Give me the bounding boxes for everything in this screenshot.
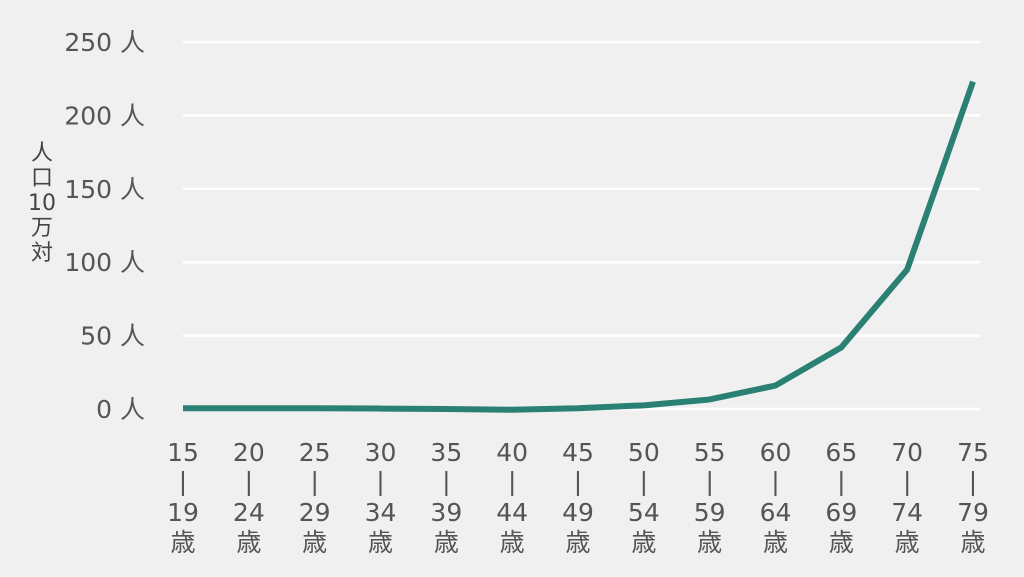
- x-tick-label-line: |: [640, 467, 648, 496]
- x-tick-label-line: 69: [825, 498, 857, 527]
- x-tick-label: 75|79歳: [957, 438, 989, 557]
- x-tick-label-line: |: [245, 467, 253, 496]
- x-tick-label-line: |: [310, 467, 318, 496]
- x-tick-label-line: 歳: [631, 528, 656, 557]
- x-tick-label-line: 歳: [368, 528, 393, 557]
- x-tick-label-line: |: [376, 467, 384, 496]
- x-tick-label-line: 74: [891, 498, 923, 527]
- y-tick-label: 100 人: [64, 248, 145, 277]
- y-axis-label-char: 10: [28, 191, 56, 216]
- x-tick-label-line: 19: [167, 498, 199, 527]
- y-axis-label-char: 万: [31, 216, 53, 241]
- x-tick-label-line: 歳: [434, 528, 459, 557]
- x-tick-label-line: 歳: [960, 528, 985, 557]
- y-tick-label: 250 人: [64, 28, 145, 57]
- x-tick-label-line: 44: [496, 498, 528, 527]
- x-tick-label-line: 54: [628, 498, 660, 527]
- series-lines: [183, 80, 976, 413]
- x-tick-label-line: 歳: [500, 528, 525, 557]
- x-axis-ticks: 15|19歳20|24歳25|29歳30|34歳35|39歳40|44歳45|4…: [167, 438, 989, 557]
- y-tick-label: 50 人: [80, 322, 145, 351]
- x-tick-label-line: |: [969, 467, 977, 496]
- x-tick-label: 25|29歳: [299, 438, 331, 557]
- x-tick-label-line: 39: [430, 498, 462, 527]
- x-tick-label-line: 25: [299, 438, 331, 467]
- x-tick-label-line: 70: [891, 438, 923, 467]
- y-axis-label-char: 人: [31, 141, 53, 166]
- y-tick-label: 200 人: [64, 101, 145, 130]
- x-tick-label: 30|34歳: [365, 438, 397, 557]
- x-tick-label-line: 15: [167, 438, 199, 467]
- x-tick-label-line: |: [771, 467, 779, 496]
- x-tick-label: 20|24歳: [233, 438, 265, 557]
- x-tick-label-line: 34: [365, 498, 397, 527]
- x-tick-label-line: 65: [825, 438, 857, 467]
- y-axis-label-char: 対: [31, 241, 53, 266]
- x-tick-label-line: 歳: [895, 528, 920, 557]
- x-tick-label-line: |: [508, 467, 516, 496]
- x-tick-label-line: |: [705, 467, 713, 496]
- y-tick-label: 0 人: [96, 395, 145, 424]
- x-tick-label: 40|44歳: [496, 438, 528, 557]
- x-tick-label-line: 55: [694, 438, 726, 467]
- x-tick-label-line: 50: [628, 438, 660, 467]
- x-tick-label: 60|64歳: [760, 438, 792, 557]
- x-tick-label-line: 20: [233, 438, 265, 467]
- x-tick-label: 50|54歳: [628, 438, 660, 557]
- x-tick-label: 45|49歳: [562, 438, 594, 557]
- x-tick-label-line: 歳: [302, 528, 327, 557]
- x-tick-label-line: 歳: [829, 528, 854, 557]
- gridlines: [183, 40, 980, 411]
- x-tick-label-line: |: [574, 467, 582, 496]
- y-tick-label: 150 人: [64, 175, 145, 204]
- x-tick-label-line: |: [903, 467, 911, 496]
- x-tick-label-line: 歳: [763, 528, 788, 557]
- x-tick-label-line: 歳: [170, 528, 195, 557]
- x-tick-label-line: 40: [496, 438, 528, 467]
- x-tick-label-line: 49: [562, 498, 594, 527]
- x-tick-label-line: 35: [430, 438, 462, 467]
- y-axis-ticks: 0 人 50 人 100 人 150 人 200 人 250 人: [64, 28, 145, 424]
- x-tick-label: 35|39歳: [430, 438, 462, 557]
- x-tick-label-line: 歳: [565, 528, 590, 557]
- x-tick-label-line: 30: [365, 438, 397, 467]
- x-tick-label: 65|69歳: [825, 438, 857, 557]
- x-tick-label-line: 59: [694, 498, 726, 527]
- x-tick-label-line: |: [442, 467, 450, 496]
- x-tick-label-line: 60: [760, 438, 792, 467]
- x-tick-label-line: 64: [760, 498, 792, 527]
- x-tick-label-line: 29: [299, 498, 331, 527]
- x-tick-label-line: 45: [562, 438, 594, 467]
- x-tick-label: 55|59歳: [694, 438, 726, 557]
- y-axis-label-char: 口: [31, 166, 53, 191]
- x-tick-label: 15|19歳: [167, 438, 199, 557]
- x-tick-label-line: |: [837, 467, 845, 496]
- x-tick-label-line: 79: [957, 498, 989, 527]
- x-tick-label-line: 歳: [236, 528, 261, 557]
- series-line: [183, 80, 976, 413]
- x-tick-label-line: 24: [233, 498, 265, 527]
- x-tick-label-line: |: [179, 467, 187, 496]
- x-tick-label-line: 75: [957, 438, 989, 467]
- x-tick-label-line: 歳: [697, 528, 722, 557]
- x-tick-label: 70|74歳: [891, 438, 923, 557]
